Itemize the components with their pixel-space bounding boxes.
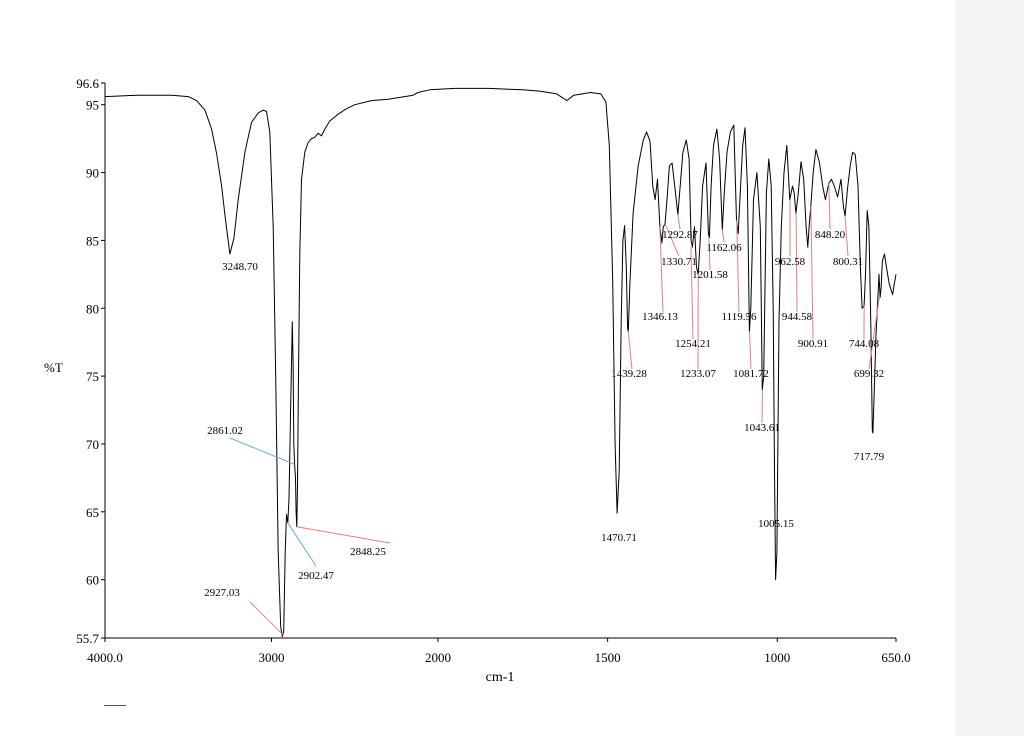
peak-leader-line — [690, 247, 694, 340]
y-tick-label: 75 — [86, 369, 99, 384]
footer-mark — [104, 705, 126, 706]
peak-label: 2927.03 — [204, 587, 240, 599]
peak-label: 1201.58 — [692, 269, 728, 281]
y-tick-label: 60 — [86, 573, 99, 588]
peak-labels: 3248.70 2861.02 2848.25 2902.47 2927.03 1470.… — [204, 229, 885, 599]
peak-leader-line — [795, 213, 798, 313]
peak-label: 1330.71 — [661, 256, 697, 268]
peak-leader-line — [761, 389, 763, 424]
peak-label: 1233.07 — [680, 368, 716, 380]
chart-axes: 96.6 95 90 85 80 75 70 65 60 55.7 4000.0 3000 2000 15… — [76, 76, 910, 665]
peak-label: 717.79 — [854, 451, 885, 463]
y-tick-label: 90 — [86, 166, 99, 181]
x-tick-label: 2000 — [425, 650, 451, 665]
x-tick-label: 4000.0 — [87, 650, 123, 665]
y-tick-label: 65 — [86, 505, 99, 520]
y-tick-label: 95 — [86, 98, 99, 113]
peak-leader-line — [844, 215, 849, 257]
peak-leader-lines — [229, 183, 880, 636]
peak-leader-line — [677, 214, 681, 230]
y-axis-label: %T — [44, 360, 63, 375]
x-tick-label: 650.0 — [881, 650, 910, 665]
y-tick-label: 70 — [86, 437, 99, 452]
peak-leader-line — [296, 526, 391, 544]
peak-leader-line — [287, 522, 317, 567]
peak-label: 744.08 — [849, 338, 880, 350]
peak-label: 1439.28 — [611, 368, 647, 380]
peak-leader-line — [868, 297, 880, 370]
peak-label: 699.32 — [854, 368, 884, 380]
x-tick-label: 1000 — [764, 650, 790, 665]
peak-label: 1119.56 — [722, 311, 757, 323]
peak-leader-line — [249, 601, 284, 636]
peak-label: 848.20 — [815, 229, 846, 241]
peak-label: 900.91 — [798, 338, 828, 350]
peak-label: 2861.02 — [207, 425, 243, 437]
peak-label: 962.58 — [775, 256, 806, 268]
peak-label: 944.58 — [782, 311, 813, 323]
peak-leader-line — [659, 226, 664, 313]
x-tick-label: 3000 — [259, 650, 285, 665]
peak-leader-line — [664, 223, 680, 257]
peak-leader-line — [708, 237, 711, 271]
x-tick-label: 1500 — [595, 650, 621, 665]
peak-label: 1005.15 — [758, 518, 794, 530]
peak-label: 2848.25 — [350, 546, 386, 558]
spectrum-line — [104, 87, 897, 638]
peak-label: 2902.47 — [298, 570, 334, 582]
x-axis-label: cm-1 — [486, 670, 515, 685]
peak-label: 1081.72 — [733, 368, 769, 380]
peak-leader-line — [736, 220, 740, 313]
y-tick-label: 80 — [86, 301, 99, 316]
peak-label: 1162.06 — [706, 242, 742, 254]
peak-leader-line — [828, 183, 831, 230]
peak-label: 1292.87 — [662, 229, 698, 241]
peak-leader-line — [749, 331, 752, 370]
peak-label: 1254.21 — [675, 338, 711, 350]
peak-leader-line — [721, 229, 725, 243]
y-tick-label: 96.6 — [76, 76, 99, 91]
peak-label: 3248.70 — [222, 261, 258, 273]
peak-leader-line — [229, 437, 295, 465]
peak-leader-line — [810, 206, 814, 340]
peak-label: 1043.61 — [744, 422, 780, 434]
y-tick-label: 85 — [86, 233, 99, 248]
peak-label: 1470.71 — [601, 532, 637, 544]
peak-leader-line — [627, 331, 633, 370]
peak-label: 1346.13 — [642, 311, 678, 323]
spectrum-trace-group — [104, 87, 897, 638]
scan-edge-strip — [955, 0, 1024, 736]
y-tick-label: 55.7 — [76, 631, 99, 646]
peak-label: 800.31 — [833, 256, 863, 268]
